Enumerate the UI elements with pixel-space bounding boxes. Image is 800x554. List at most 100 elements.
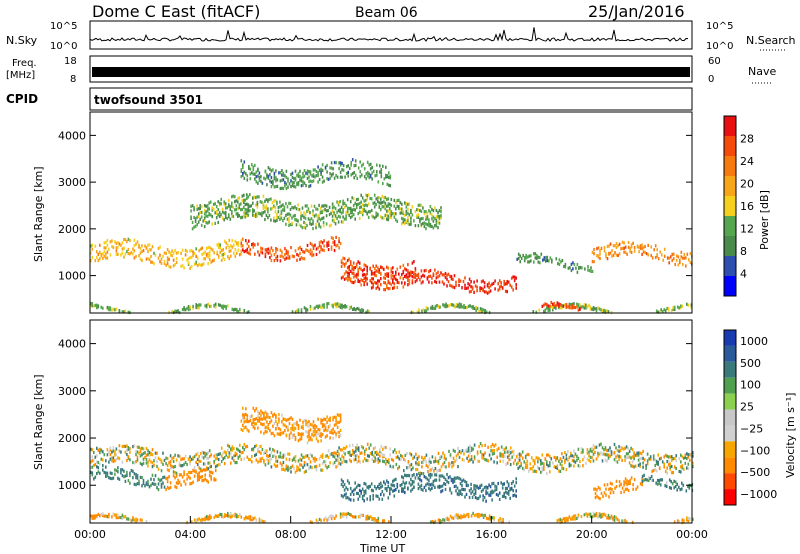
data-cell <box>258 253 261 257</box>
data-cell <box>218 201 221 205</box>
data-cell <box>217 463 220 467</box>
data-cell <box>689 517 691 521</box>
data-cell <box>327 209 329 213</box>
data-cell <box>150 248 152 252</box>
data-cell <box>105 246 107 250</box>
data-cell <box>315 169 318 174</box>
data-cell <box>345 270 347 274</box>
data-cell <box>638 250 640 254</box>
data-cell <box>645 252 648 256</box>
data-cell <box>515 283 517 287</box>
data-cell <box>316 207 319 211</box>
data-cell <box>231 245 234 249</box>
data-cell <box>420 472 423 476</box>
data-cell <box>309 307 312 311</box>
data-cell <box>404 459 407 463</box>
data-cell <box>417 272 420 276</box>
data-cell <box>565 303 568 307</box>
data-cell <box>668 261 670 265</box>
data-cell <box>626 487 628 491</box>
data-cell <box>255 175 258 179</box>
data-cell <box>517 457 519 461</box>
data-cell <box>461 458 464 462</box>
data-cell <box>366 277 368 281</box>
data-cell <box>166 476 169 480</box>
data-cell <box>508 520 510 524</box>
data-cell <box>449 487 451 491</box>
data-cell <box>214 202 216 206</box>
data-cell <box>141 518 143 522</box>
data-cell <box>300 425 303 429</box>
data-cell <box>207 456 209 460</box>
data-cell <box>476 289 478 293</box>
data-cell <box>372 215 374 219</box>
data-cell <box>640 456 643 460</box>
data-cell <box>387 197 390 201</box>
velocity-data-layer <box>90 406 694 525</box>
data-cell <box>398 206 400 210</box>
data-cell <box>536 256 538 260</box>
data-cell <box>315 226 317 230</box>
data-cell <box>139 475 142 479</box>
data-cell <box>366 204 368 208</box>
data-cell <box>499 519 501 524</box>
data-cell <box>126 444 128 448</box>
data-cell <box>488 290 490 294</box>
data-cell <box>470 491 472 495</box>
data-cell <box>129 238 131 243</box>
data-cell <box>299 169 301 173</box>
data-cell <box>283 208 286 212</box>
data-cell <box>555 306 557 310</box>
data-cell <box>339 175 342 179</box>
data-cell <box>386 209 388 213</box>
data-cell <box>603 448 605 452</box>
data-cell <box>670 471 673 475</box>
data-cell <box>413 260 415 264</box>
data-cell <box>396 280 399 284</box>
data-cell <box>600 308 602 312</box>
data-cell <box>277 206 280 210</box>
data-cell <box>402 220 405 224</box>
data-cell <box>288 458 291 462</box>
data-cell <box>513 279 516 283</box>
data-cell <box>483 285 486 289</box>
data-cell <box>432 226 435 230</box>
data-cell <box>315 222 317 227</box>
data-cell <box>150 254 152 259</box>
data-cell <box>228 451 231 455</box>
data-cell <box>451 516 453 520</box>
data-cell <box>520 461 522 466</box>
data-cell <box>199 469 202 473</box>
data-cell <box>503 494 505 498</box>
data-cell <box>325 222 328 226</box>
data-cell <box>192 468 194 472</box>
data-cell <box>526 463 529 467</box>
xtick-label: 12:00 <box>375 528 407 541</box>
data-cell <box>424 456 426 460</box>
data-cell <box>577 515 580 519</box>
data-cell <box>224 206 227 210</box>
data-cell <box>103 453 106 457</box>
data-cell <box>165 456 167 460</box>
data-cell <box>300 458 303 462</box>
data-cell <box>401 216 403 220</box>
data-cell <box>446 273 448 277</box>
data-cell <box>434 306 437 310</box>
data-cell <box>408 222 411 226</box>
data-cell <box>308 175 310 179</box>
data-cell <box>410 273 412 277</box>
data-cell <box>612 490 615 495</box>
data-cell <box>220 202 222 206</box>
data-cell <box>311 438 313 442</box>
data-cell <box>358 488 361 492</box>
data-cell <box>151 482 154 486</box>
data-cell <box>615 245 618 249</box>
data-cell <box>646 459 649 463</box>
data-cell <box>345 496 347 500</box>
data-cell <box>597 451 599 455</box>
data-cell <box>673 465 676 469</box>
data-cell <box>263 431 265 435</box>
data-cell <box>288 417 291 421</box>
data-cell <box>291 221 293 225</box>
